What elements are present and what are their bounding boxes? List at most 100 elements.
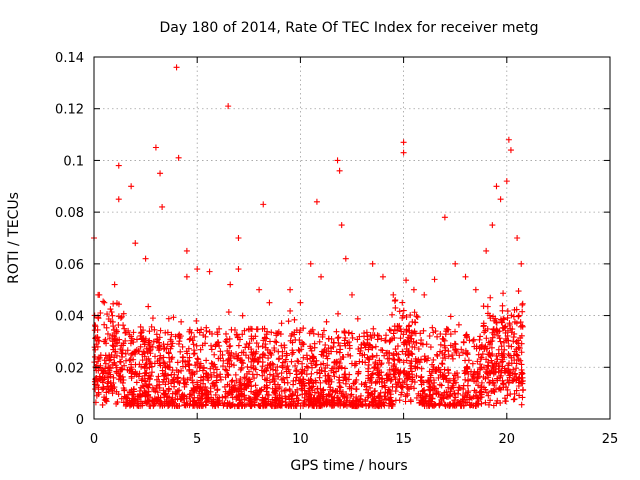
- roti-cloud-point: [494, 327, 501, 334]
- roti-cloud-point: [430, 329, 437, 336]
- roti-cloud-point: [275, 397, 282, 404]
- roti-cloud-point: [372, 378, 379, 385]
- roti-cloud-point: [429, 324, 436, 331]
- roti-cloud-point: [184, 357, 191, 364]
- roti-cloud-point: [476, 336, 483, 343]
- roti-cloud-point: [202, 402, 209, 409]
- roti-cloud-point: [390, 363, 397, 370]
- roti-cloud-point: [137, 392, 144, 399]
- roti-cloud-point: [323, 378, 330, 385]
- roti-cloud-point: [270, 372, 277, 379]
- roti-cloud-point: [186, 354, 193, 361]
- roti-cloud-point: [288, 358, 295, 365]
- roti-cloud-point: [519, 394, 526, 401]
- roti-cloud-point: [506, 372, 513, 379]
- roti-cloud-point: [115, 301, 122, 308]
- roti-cloud-point: [479, 351, 486, 358]
- roti-cloud-point: [222, 330, 229, 337]
- roti-cloud-point: [132, 396, 139, 403]
- roti-cloud-point: [209, 402, 216, 409]
- roti-cloud-point: [259, 343, 266, 350]
- roti-cloud-point: [391, 334, 398, 341]
- roti-cloud-point: [212, 343, 219, 350]
- roti-cloud-point: [266, 371, 273, 378]
- roti-cloud-point: [112, 335, 119, 342]
- data-point: [441, 214, 448, 221]
- roti-cloud-point: [448, 385, 455, 392]
- roti-cloud-point: [511, 357, 518, 364]
- roti-cloud-point: [140, 338, 147, 345]
- roti-cloud-point: [418, 373, 425, 380]
- roti-cloud-point: [382, 384, 389, 391]
- roti-cloud-point: [308, 347, 315, 354]
- roti-cloud-point: [192, 362, 199, 369]
- roti-cloud-point: [359, 359, 366, 366]
- roti-cloud-point: [407, 312, 414, 319]
- roti-cloud-point: [411, 385, 418, 392]
- roti-cloud-point: [177, 348, 184, 355]
- roti-cloud-point: [107, 306, 114, 313]
- data-point: [338, 222, 345, 229]
- roti-cloud-point: [327, 391, 334, 398]
- roti-cloud-point: [489, 334, 496, 341]
- data-point: [142, 255, 149, 262]
- roti-cloud-point: [101, 394, 108, 401]
- roti-cloud-point: [388, 376, 395, 383]
- roti-cloud-point: [477, 344, 484, 351]
- roti-cloud-point: [105, 364, 112, 371]
- roti-cloud-point: [316, 338, 323, 345]
- roti-cloud-point: [403, 381, 410, 388]
- roti-cloud-point: [437, 394, 444, 401]
- roti-cloud-point: [123, 357, 130, 364]
- roti-cloud-point: [497, 372, 504, 379]
- roti-cloud-point: [468, 368, 475, 375]
- roti-cloud-point: [257, 387, 264, 394]
- roti-cloud-point: [120, 322, 127, 329]
- roti-cloud-point: [340, 402, 347, 409]
- roti-cloud-point: [207, 388, 214, 395]
- roti-cloud-point: [488, 357, 495, 364]
- roti-cloud-point: [284, 379, 291, 386]
- roti-cloud-point: [210, 379, 217, 386]
- roti-cloud-point: [381, 393, 388, 400]
- roti-cloud-point: [117, 315, 124, 322]
- roti-cloud-point: [408, 350, 415, 357]
- roti-cloud-point: [384, 355, 391, 362]
- roti-cloud-point: [252, 394, 259, 401]
- roti-cloud-point: [264, 328, 271, 335]
- roti-cloud-point: [435, 388, 442, 395]
- roti-cloud-point: [178, 367, 185, 374]
- roti-cloud-point: [137, 323, 144, 330]
- roti-cloud-point: [392, 397, 399, 404]
- roti-cloud-point: [205, 377, 212, 384]
- data-point: [132, 240, 139, 247]
- roti-cloud-point: [470, 336, 477, 343]
- roti-cloud-point: [345, 351, 352, 358]
- roti-cloud-point: [370, 325, 377, 332]
- roti-cloud-point: [262, 344, 269, 351]
- roti-cloud-point: [307, 399, 314, 406]
- roti-cloud-point: [106, 352, 113, 359]
- roti-cloud-point: [455, 384, 462, 391]
- roti-cloud-point: [254, 371, 261, 378]
- roti-cloud-point: [426, 333, 433, 340]
- roti-cloud-point: [396, 379, 403, 386]
- roti-cloud-point: [333, 328, 340, 335]
- roti-cloud-point: [368, 374, 375, 381]
- roti-cloud-point: [445, 326, 452, 333]
- roti-cloud-point: [510, 366, 517, 373]
- data-point: [497, 196, 504, 203]
- roti-cloud-point: [487, 397, 494, 404]
- roti-cloud-point: [217, 348, 224, 355]
- roti-cloud-point: [104, 383, 111, 390]
- roti-cloud-point: [216, 394, 223, 401]
- roti-cloud-point: [105, 316, 112, 323]
- roti-cloud-point: [250, 365, 257, 372]
- roti-cloud-point: [179, 354, 186, 361]
- roti-cloud-point: [253, 340, 260, 347]
- roti-cloud-point: [128, 364, 135, 371]
- roti-cloud-point: [336, 397, 343, 404]
- roti-cloud-point: [502, 335, 509, 342]
- roti-cloud-point: [184, 350, 191, 357]
- data-point: [452, 260, 459, 267]
